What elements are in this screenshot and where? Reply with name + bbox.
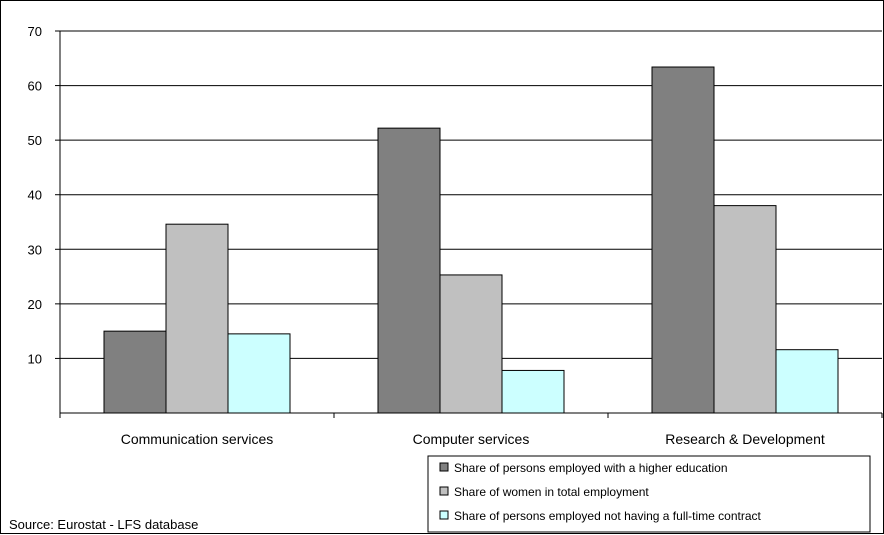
bar-2 [713,205,777,414]
x-category-label: Research & Development [665,431,825,447]
bar-3 [775,349,839,414]
bar-1 [103,330,167,414]
bar-3 [227,333,291,414]
x-category-label: Communication services [121,431,274,447]
x-category-labels: Communication services Computer services R… [121,431,825,447]
axes [55,30,883,418]
bar-2 [439,274,503,414]
legend-swatch [439,462,449,472]
source-note: Source: Eurostat - LFS database [9,517,198,532]
legend-box [427,455,871,533]
bar-1 [651,66,715,414]
y-tick-label: 50 [28,133,42,148]
legend-label: Share of women in total employment [454,485,649,499]
bar-3 [501,369,565,414]
y-tick-label: 60 [28,79,42,94]
y-tick-label: 30 [28,242,42,257]
y-tick-label: 70 [28,24,42,39]
legend-label: Share of persons employed not having a f… [454,509,761,523]
legend-swatch [439,486,449,496]
y-tick-label: 20 [28,297,42,312]
y-tick-label: 10 [28,351,42,366]
bar-1 [377,127,441,414]
x-category-label: Computer services [413,431,530,447]
y-tick-labels: 10 20 30 40 50 60 70 [28,24,42,366]
legend-label: Share of persons employed with a higher … [454,461,728,475]
y-tick-label: 40 [28,188,42,203]
bars [103,66,839,414]
legend: Share of persons employed with a higher … [427,455,871,533]
legend-swatch [439,510,449,520]
bar-2 [165,223,229,414]
